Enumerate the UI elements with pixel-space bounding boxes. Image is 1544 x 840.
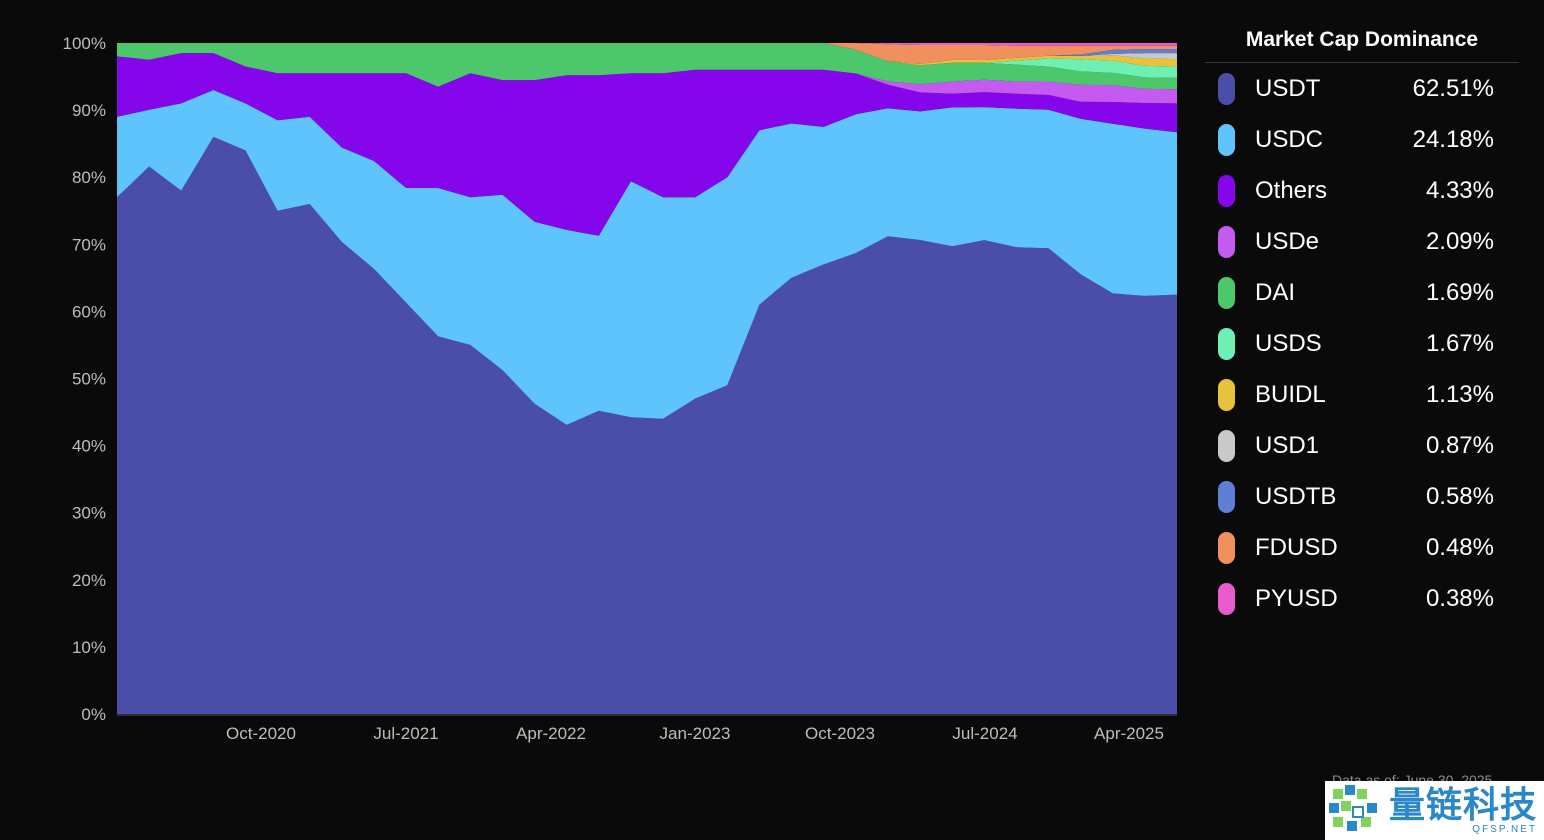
legend-value: 0.38% [1425, 584, 1494, 612]
legend-value: 24.18% [1412, 125, 1494, 153]
y-axis: 0% 10% 20% 30% 40% 50% 60% 70% 80% 90% 100% [63, 34, 106, 724]
y-tick-label: 30% [72, 504, 106, 523]
legend-value: 4.33% [1425, 176, 1494, 204]
x-tick-label: Jul-2024 [952, 724, 1017, 743]
legend-swatch [1218, 327, 1235, 360]
legend-label: USDS [1255, 329, 1322, 357]
legend-label: USDe [1255, 227, 1320, 255]
legend-value: 2.09% [1425, 227, 1494, 255]
legend-item-dai: DAI 1.69% [1205, 267, 1519, 318]
legend-item-usdtb: USDTB 0.58% [1205, 471, 1519, 522]
legend-label: BUIDL [1255, 380, 1326, 408]
x-axis: Oct-2020 Jul-2021 Apr-2022 Jan-2023 Oct-2023… [117, 714, 1177, 743]
x-tick-label: Jul-2021 [373, 724, 438, 743]
legend-item-usdt: USDT 62.51% [1205, 63, 1519, 114]
x-tick-label: Oct-2023 [805, 724, 875, 743]
legend-item-others: Others 4.33% [1205, 165, 1519, 216]
y-tick-label: 100% [63, 34, 106, 53]
legend-label: DAI [1255, 278, 1296, 306]
legend-swatch [1218, 174, 1235, 207]
legend-value: 0.87% [1425, 431, 1494, 459]
legend-swatch [1218, 276, 1235, 309]
y-tick-label: 80% [72, 168, 106, 187]
legend-value: 1.67% [1425, 329, 1494, 357]
y-tick-label: 40% [72, 437, 106, 456]
legend-swatch [1218, 225, 1235, 258]
legend-swatch [1218, 480, 1235, 513]
area-series-fdusd [117, 43, 1177, 64]
legend-title: Market Cap Dominance [1205, 22, 1519, 63]
legend: Market Cap Dominance USDT 62.51% USDC 24.18… [1205, 22, 1519, 624]
y-tick-label: 10% [72, 638, 106, 657]
legend-label: USDTB [1255, 482, 1337, 510]
area-series-usde [117, 53, 1177, 104]
area-series-dai [117, 43, 1177, 90]
area-series-pyusd [117, 43, 1177, 46]
legend-list: USDT 62.51% USDC 24.18% Others 4.33% USDe 2.09%… [1205, 63, 1519, 624]
legend-label: PYUSD [1255, 584, 1338, 612]
area-series-usdc [117, 90, 1177, 425]
y-tick-label: 60% [72, 302, 106, 321]
x-tick-label: Jan-2023 [660, 724, 731, 743]
y-tick-label: 90% [72, 101, 106, 120]
legend-item-usd1: USD1 0.87% [1205, 420, 1519, 471]
watermark-text-cn: 量链科技 [1389, 784, 1538, 825]
y-tick-label: 20% [72, 571, 106, 590]
area-series-group [117, 43, 1177, 714]
legend-label: FDUSD [1255, 533, 1338, 561]
legend-swatch [1218, 429, 1235, 462]
y-tick-label: 50% [72, 370, 106, 389]
x-tick-label: Apr-2022 [516, 724, 586, 743]
watermark-logo-icon [1329, 784, 1377, 831]
area-series-usdt [117, 136, 1177, 714]
legend-item-pyusd: PYUSD 0.38% [1205, 573, 1519, 624]
legend-label: Others [1255, 176, 1328, 204]
legend-item-buidl: BUIDL 1.13% [1205, 369, 1519, 420]
legend-swatch [1218, 123, 1235, 156]
y-tick-label: 0% [81, 705, 106, 724]
legend-value: 62.51% [1412, 74, 1494, 102]
y-tick-label: 70% [72, 235, 106, 254]
x-tick-label: Apr-2025 [1094, 724, 1164, 743]
legend-value: 1.13% [1425, 380, 1494, 408]
legend-item-usdc: USDC 24.18% [1205, 114, 1519, 165]
legend-item-usde: USDe 2.09% [1205, 216, 1519, 267]
legend-item-usds: USDS 1.67% [1205, 318, 1519, 369]
legend-label: USDC [1255, 125, 1324, 153]
legend-value: 0.58% [1425, 482, 1494, 510]
legend-label: USD1 [1255, 431, 1320, 459]
watermark: 量链科技 QFSP.NET [1325, 781, 1544, 840]
area-series-others [117, 53, 1177, 236]
legend-value: 1.69% [1425, 278, 1494, 306]
legend-swatch [1218, 378, 1235, 411]
watermark-text-en: QFSP.NET [1472, 824, 1538, 835]
legend-swatch [1218, 582, 1235, 615]
legend-value: 0.48% [1425, 533, 1494, 561]
legend-swatch [1218, 72, 1235, 105]
legend-label: USDT [1255, 74, 1321, 102]
stacked-area-chart: 0% 10% 20% 30% 40% 50% 60% 70% 80% 90% 100% Oct-20… [63, 34, 1177, 743]
legend-item-fdusd: FDUSD 0.48% [1205, 522, 1519, 573]
legend-swatch [1218, 531, 1235, 564]
x-tick-label: Oct-2020 [226, 724, 296, 743]
